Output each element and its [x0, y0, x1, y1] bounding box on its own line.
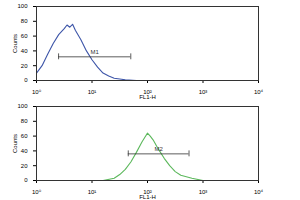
svg-text:10⁰: 10⁰	[32, 189, 42, 195]
svg-text:100: 100	[17, 3, 28, 9]
svg-text:100: 100	[17, 103, 28, 109]
svg-text:20: 20	[21, 63, 28, 69]
svg-text:10¹: 10¹	[88, 189, 97, 195]
svg-text:40: 40	[21, 48, 28, 54]
svg-text:Counts: Counts	[12, 34, 18, 53]
svg-text:60: 60	[21, 133, 28, 139]
svg-text:FL1-H: FL1-H	[139, 194, 156, 200]
svg-text:80: 80	[21, 18, 28, 24]
svg-text:FL1-H: FL1-H	[139, 94, 156, 100]
svg-text:10⁰: 10⁰	[32, 89, 42, 95]
svg-text:60: 60	[21, 33, 28, 39]
svg-text:40: 40	[21, 148, 28, 154]
svg-text:10²: 10²	[143, 188, 152, 195]
svg-text:10³: 10³	[199, 89, 208, 95]
svg-text:Counts: Counts	[12, 134, 18, 153]
svg-text:0: 0	[24, 177, 28, 183]
svg-text:10⁴: 10⁴	[254, 89, 264, 95]
svg-text:20: 20	[21, 163, 28, 169]
svg-text:80: 80	[21, 118, 28, 124]
svg-text:M1: M1	[91, 49, 100, 55]
svg-text:10³: 10³	[199, 189, 208, 195]
svg-text:10²: 10²	[143, 88, 152, 95]
svg-text:0: 0	[24, 77, 28, 83]
svg-text:M2: M2	[154, 146, 163, 152]
svg-text:10¹: 10¹	[88, 89, 97, 95]
svg-text:10⁴: 10⁴	[254, 189, 264, 195]
